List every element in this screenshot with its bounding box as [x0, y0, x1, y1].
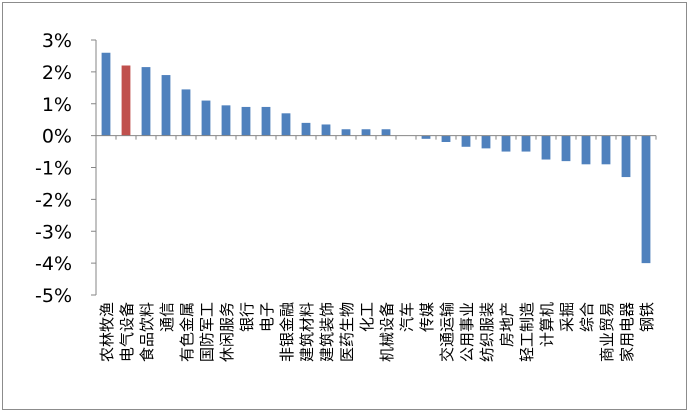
x-category-label: 采掘 — [558, 302, 576, 332]
y-tick-label: -1% — [35, 158, 72, 180]
bar — [141, 67, 151, 136]
x-category-label: 国防军工 — [198, 302, 216, 362]
x-category-label: 电子 — [258, 302, 276, 332]
x-category-label: 综合 — [578, 302, 596, 332]
x-category-label: 传媒 — [418, 302, 436, 332]
bar — [561, 135, 571, 162]
bar — [181, 89, 191, 136]
x-category-label: 钢铁 — [638, 302, 656, 332]
y-tick-label: 0% — [42, 126, 72, 148]
x-category-label: 医药生物 — [338, 302, 356, 362]
bar — [321, 124, 331, 136]
x-category-label: 建筑材料 — [298, 302, 316, 362]
x-category-label: 机械设备 — [378, 302, 396, 362]
y-tick-label: -3% — [35, 221, 72, 243]
bar — [201, 100, 211, 136]
x-category-label: 家用电器 — [618, 302, 636, 362]
y-tick-label: 3% — [42, 30, 72, 52]
y-tick-label: 2% — [42, 62, 72, 84]
bar — [241, 106, 251, 136]
chart-frame — [2, 2, 687, 410]
bar — [381, 129, 391, 136]
x-category-label: 非银金融 — [278, 302, 296, 362]
x-category-label: 汽车 — [398, 302, 416, 332]
bar — [161, 75, 171, 136]
x-category-label: 通信 — [158, 302, 176, 332]
axes — [95, 40, 657, 295]
bar — [481, 135, 491, 149]
bar — [221, 105, 231, 136]
bar — [281, 113, 291, 136]
bar — [441, 135, 451, 142]
y-tick-label: -5% — [35, 285, 72, 307]
y-axis-ticks: 3% 2% 1% 0% -1% -2% -3% -4% -5% — [35, 30, 96, 307]
bar — [101, 52, 111, 136]
bar — [461, 135, 471, 147]
x-category-label: 食品饮料 — [138, 302, 156, 362]
bar — [501, 135, 511, 152]
bar — [341, 129, 351, 136]
bar — [541, 135, 551, 160]
x-category-label: 化工 — [358, 302, 376, 332]
x-category-label: 纺织服装 — [478, 302, 496, 362]
bar — [261, 106, 271, 136]
y-tick-label: -2% — [35, 189, 72, 211]
x-category-label: 公用事业 — [458, 302, 476, 362]
bar — [521, 135, 531, 152]
y-tick-label: 1% — [42, 94, 72, 116]
x-category-label: 建筑装饰 — [318, 302, 336, 362]
bar — [421, 135, 431, 139]
bar — [601, 135, 611, 165]
bar — [641, 135, 651, 264]
bar — [581, 135, 591, 165]
x-category-label: 交通运输 — [438, 302, 456, 362]
x-category-label: 休闲服务 — [218, 302, 236, 362]
x-category-label: 轻工制造 — [518, 302, 536, 362]
x-category-label: 商业贸易 — [598, 302, 616, 362]
x-axis-labels: 农林牧渔 电气设备 食品饮料 通信 有色金属 国防军工 休闲服务 银行 电子 非银金融 建筑材料 建筑… — [98, 302, 656, 362]
x-category-label: 计算机 — [538, 302, 556, 347]
x-category-label: 农林牧渔 — [98, 302, 116, 362]
x-category-label: 房地产 — [498, 302, 516, 347]
y-tick-label: -4% — [35, 253, 72, 275]
x-category-label: 有色金属 — [178, 302, 196, 362]
bar — [621, 135, 631, 178]
bar — [361, 129, 371, 136]
bar — [301, 122, 311, 136]
bars — [101, 52, 651, 264]
x-category-label: 银行 — [238, 302, 256, 332]
bar — [121, 65, 131, 136]
x-category-label: 电气设备 — [118, 302, 136, 362]
